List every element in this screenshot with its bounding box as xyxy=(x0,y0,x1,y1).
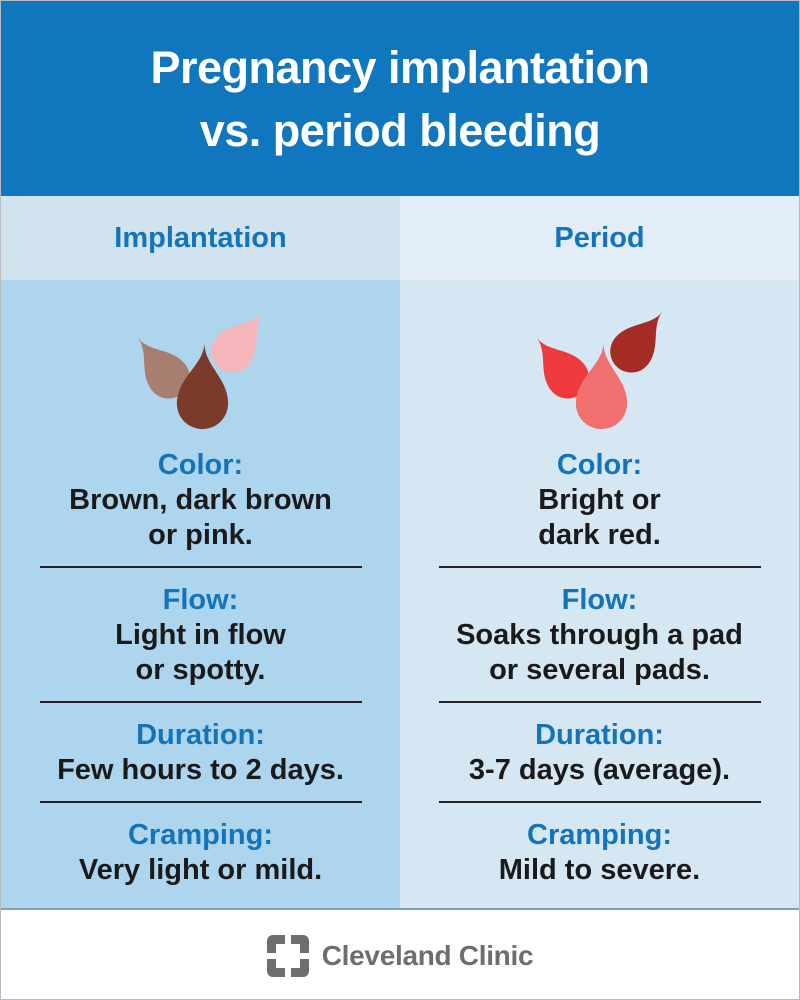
divider xyxy=(438,566,761,568)
drop-icon xyxy=(176,342,228,430)
section-text: Soaks through a pad xyxy=(456,619,743,651)
section-text: Light in flow xyxy=(115,619,286,651)
drop-shape xyxy=(575,342,627,430)
period-column-header: Period xyxy=(400,196,799,280)
drop-icon xyxy=(609,311,662,373)
divider xyxy=(438,701,761,703)
drop-shape xyxy=(609,311,662,373)
section-label: Duration: xyxy=(535,719,664,751)
comparison-body: Color: Brown, dark brown or pink. Flow: … xyxy=(1,280,799,908)
divider xyxy=(39,566,362,568)
section-text: 3-7 days (average). xyxy=(468,754,731,786)
page-title-line-1: Pregnancy implantation xyxy=(150,41,650,93)
title-bar: Pregnancy implantation vs. period bleedi… xyxy=(1,1,799,196)
section-text: Brown, dark brown xyxy=(69,484,332,516)
drop-icon xyxy=(575,342,627,430)
period-flow-section: Flow: Soaks through a pad or several pad… xyxy=(456,577,743,688)
drop-shape xyxy=(536,337,589,399)
period-cramping-section: Cramping: Mild to severe. xyxy=(499,812,700,888)
column-header-band: Implantation Period xyxy=(1,196,799,280)
section-text: Mild to severe. xyxy=(498,854,701,886)
section-label: Flow: xyxy=(162,584,239,616)
implantation-duration-section: Duration: Few hours to 2 days. xyxy=(57,712,344,788)
section-label: Flow: xyxy=(561,584,638,616)
implantation-color-section: Color: Brown, dark brown or pink. xyxy=(69,442,332,553)
period-column: Color: Bright or dark red. Flow: Soaks t… xyxy=(400,280,799,908)
section-label: Duration: xyxy=(136,719,265,751)
period-duration-section: Duration: 3-7 days (average). xyxy=(469,712,730,788)
section-text: dark red. xyxy=(538,519,661,551)
divider xyxy=(39,801,362,803)
drop-icon xyxy=(536,337,589,399)
implantation-cramping-section: Cramping: Very light or mild. xyxy=(79,812,322,888)
footer: Cleveland Clinic xyxy=(1,908,799,999)
section-text: Few hours to 2 days. xyxy=(57,754,344,786)
drop-shape xyxy=(210,311,263,373)
drop-icon xyxy=(210,311,263,373)
period-color-section: Color: Bright or dark red. xyxy=(538,442,661,553)
section-label: Color: xyxy=(157,449,244,481)
page-title-line-2: vs. period bleeding xyxy=(199,104,601,156)
section-text: or several pads. xyxy=(489,654,710,686)
divider xyxy=(39,701,362,703)
drop-icon xyxy=(137,337,190,399)
section-text: or pink. xyxy=(148,519,253,551)
section-text: or spotty. xyxy=(135,654,266,686)
implantation-blood-drops-icon xyxy=(131,304,271,442)
section-label: Cramping: xyxy=(527,819,672,851)
section-label: Color: xyxy=(556,449,643,481)
section-text: Very light or mild. xyxy=(78,854,323,886)
drop-shape xyxy=(137,337,190,399)
cleveland-clinic-logo-icon xyxy=(266,934,309,977)
implantation-column: Color: Brown, dark brown or pink. Flow: … xyxy=(1,280,400,908)
divider xyxy=(438,801,761,803)
implantation-column-header: Implantation xyxy=(1,196,400,280)
drop-shape xyxy=(176,342,228,430)
section-label: Cramping: xyxy=(127,819,273,851)
section-text: Bright or xyxy=(538,484,661,516)
implantation-flow-section: Flow: Light in flow or spotty. xyxy=(115,577,286,688)
period-blood-drops-icon xyxy=(530,304,670,442)
brand-name: Cleveland Clinic xyxy=(321,939,534,971)
logo-center xyxy=(275,943,300,968)
